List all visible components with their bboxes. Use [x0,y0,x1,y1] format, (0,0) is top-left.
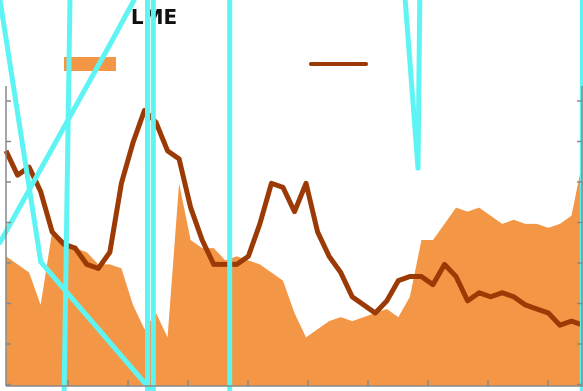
overlay-line [415,0,423,171]
series-area [6,158,583,386]
axis-ticks [6,100,582,386]
series-line [3,107,583,328]
overlay-line [61,0,73,391]
overlay-line [108,0,137,46]
overlay-line [0,40,114,245]
overlay-line [38,259,155,391]
overlay-line [0,0,44,265]
legend-swatch-area [64,57,116,71]
